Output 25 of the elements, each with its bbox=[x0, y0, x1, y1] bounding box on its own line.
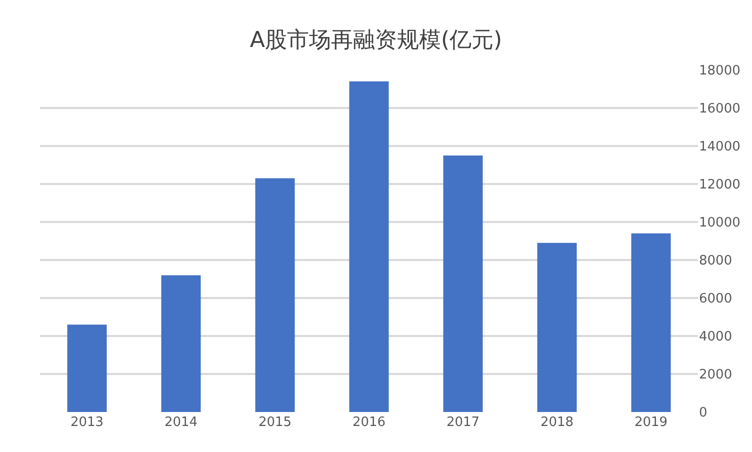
y-tick-label: 12000 bbox=[699, 178, 740, 193]
bar bbox=[161, 275, 201, 412]
x-tick-label: 2019 bbox=[634, 415, 668, 430]
x-tick-label: 2013 bbox=[70, 415, 104, 430]
x-tick-label: 2018 bbox=[540, 415, 574, 430]
y-tick-label: 14000 bbox=[699, 140, 740, 155]
bar bbox=[443, 156, 483, 412]
y-tick-label: 6000 bbox=[699, 292, 732, 307]
y-tick-label: 4000 bbox=[699, 330, 732, 345]
bar bbox=[349, 81, 389, 412]
x-tick-label: 2017 bbox=[446, 415, 480, 430]
y-tick-label: 16000 bbox=[699, 102, 740, 117]
x-tick-label: 2014 bbox=[164, 415, 198, 430]
y-tick-label: 0 bbox=[699, 406, 708, 421]
y-tick-label: 18000 bbox=[699, 64, 740, 79]
chart-title: A股市场再融资规模(亿元) bbox=[250, 28, 502, 54]
y-tick-label: 10000 bbox=[699, 216, 740, 231]
x-tick-label: 2016 bbox=[352, 415, 386, 430]
y-tick-label: 8000 bbox=[699, 254, 732, 269]
bar bbox=[537, 242, 577, 412]
y-tick-label: 2000 bbox=[699, 368, 732, 383]
bar bbox=[631, 233, 671, 412]
bar bbox=[255, 178, 295, 412]
bar bbox=[67, 324, 107, 412]
x-tick-label: 2015 bbox=[258, 415, 292, 430]
